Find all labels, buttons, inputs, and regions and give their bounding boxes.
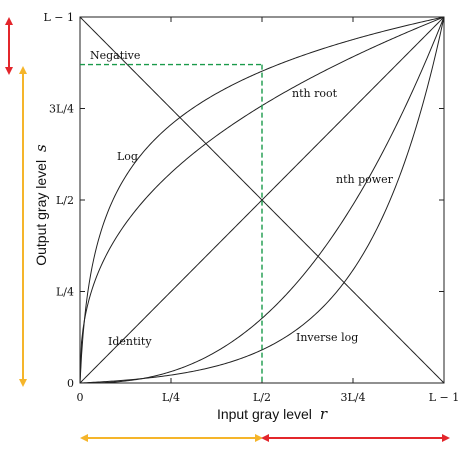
y-tick-label-3: 3L/4: [49, 103, 74, 116]
label-identity: Identity: [108, 335, 152, 348]
curve-invlog: [79, 16, 445, 384]
label-nthroot: nth root: [292, 87, 338, 100]
label-invlog: Inverse log: [296, 331, 358, 344]
x-axis-title-text: Input gray level: [217, 406, 312, 422]
x-tick-label-3: 3L/4: [340, 391, 365, 404]
curves: [79, 16, 445, 384]
curve-identity: [79, 16, 445, 384]
y-tick-label-1: L/4: [56, 286, 74, 299]
y-axis-title: Output gray level s: [32, 144, 50, 266]
curve-log: [79, 16, 445, 384]
x-tick-label-2: L/2: [253, 391, 271, 404]
y-tick-label-4: L − 1: [43, 11, 74, 24]
label-log: Log: [117, 150, 138, 163]
x-tick-label-4: L − 1: [429, 391, 460, 404]
label-nthpower: nth power: [336, 173, 394, 186]
label-negative: Negative: [90, 49, 140, 62]
y-axis-title-text: Output gray level: [33, 160, 49, 266]
y-axis-variable: s: [32, 144, 50, 152]
x-axis-variable: r: [320, 405, 328, 423]
y-tick-label-0: 0: [67, 377, 74, 390]
x-tick-label-1: L/4: [162, 391, 180, 404]
x-tick-label-0: 0: [77, 391, 84, 404]
x-axis-title: Input gray level r: [217, 405, 328, 423]
y-tick-label-2: L/2: [56, 194, 74, 207]
ticks: 0 L/4 L/2 3L/4 L − 1 0 L/4 L/2 3L/4 L − 1: [43, 11, 459, 404]
